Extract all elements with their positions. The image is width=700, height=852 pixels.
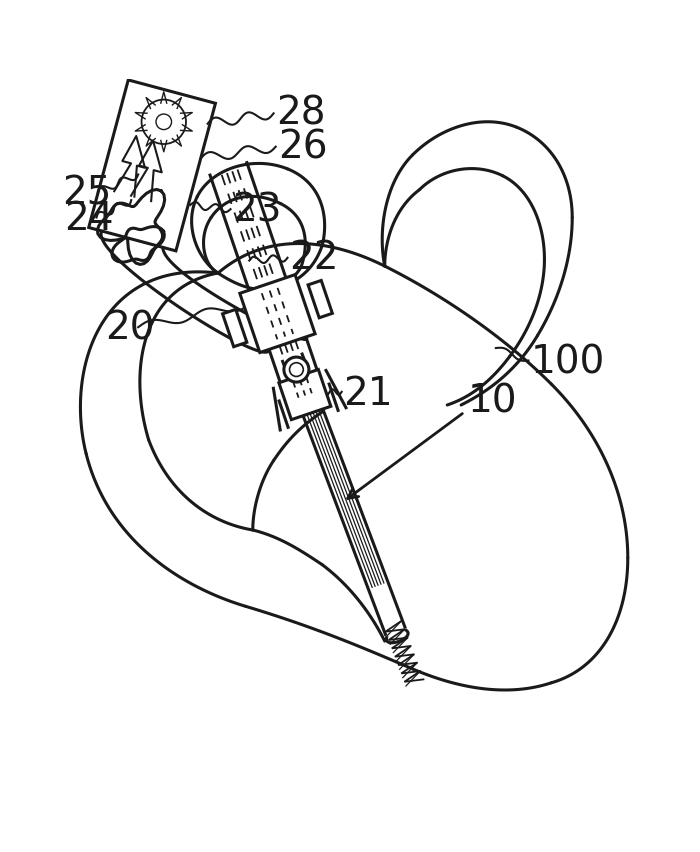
Text: 21: 21 (343, 374, 393, 412)
Text: 28: 28 (276, 95, 326, 133)
Text: 22: 22 (290, 239, 339, 277)
Polygon shape (223, 309, 247, 347)
Text: 25: 25 (62, 175, 111, 212)
Circle shape (141, 100, 186, 144)
Text: 10: 10 (468, 383, 518, 421)
Polygon shape (279, 370, 331, 420)
Text: 23: 23 (232, 192, 281, 230)
Text: 20: 20 (106, 310, 155, 348)
Circle shape (284, 357, 309, 383)
Text: 26: 26 (278, 128, 328, 166)
Polygon shape (89, 80, 216, 251)
Text: 24: 24 (64, 200, 113, 239)
Polygon shape (308, 280, 332, 318)
Text: 100: 100 (531, 343, 605, 381)
Polygon shape (240, 275, 315, 353)
